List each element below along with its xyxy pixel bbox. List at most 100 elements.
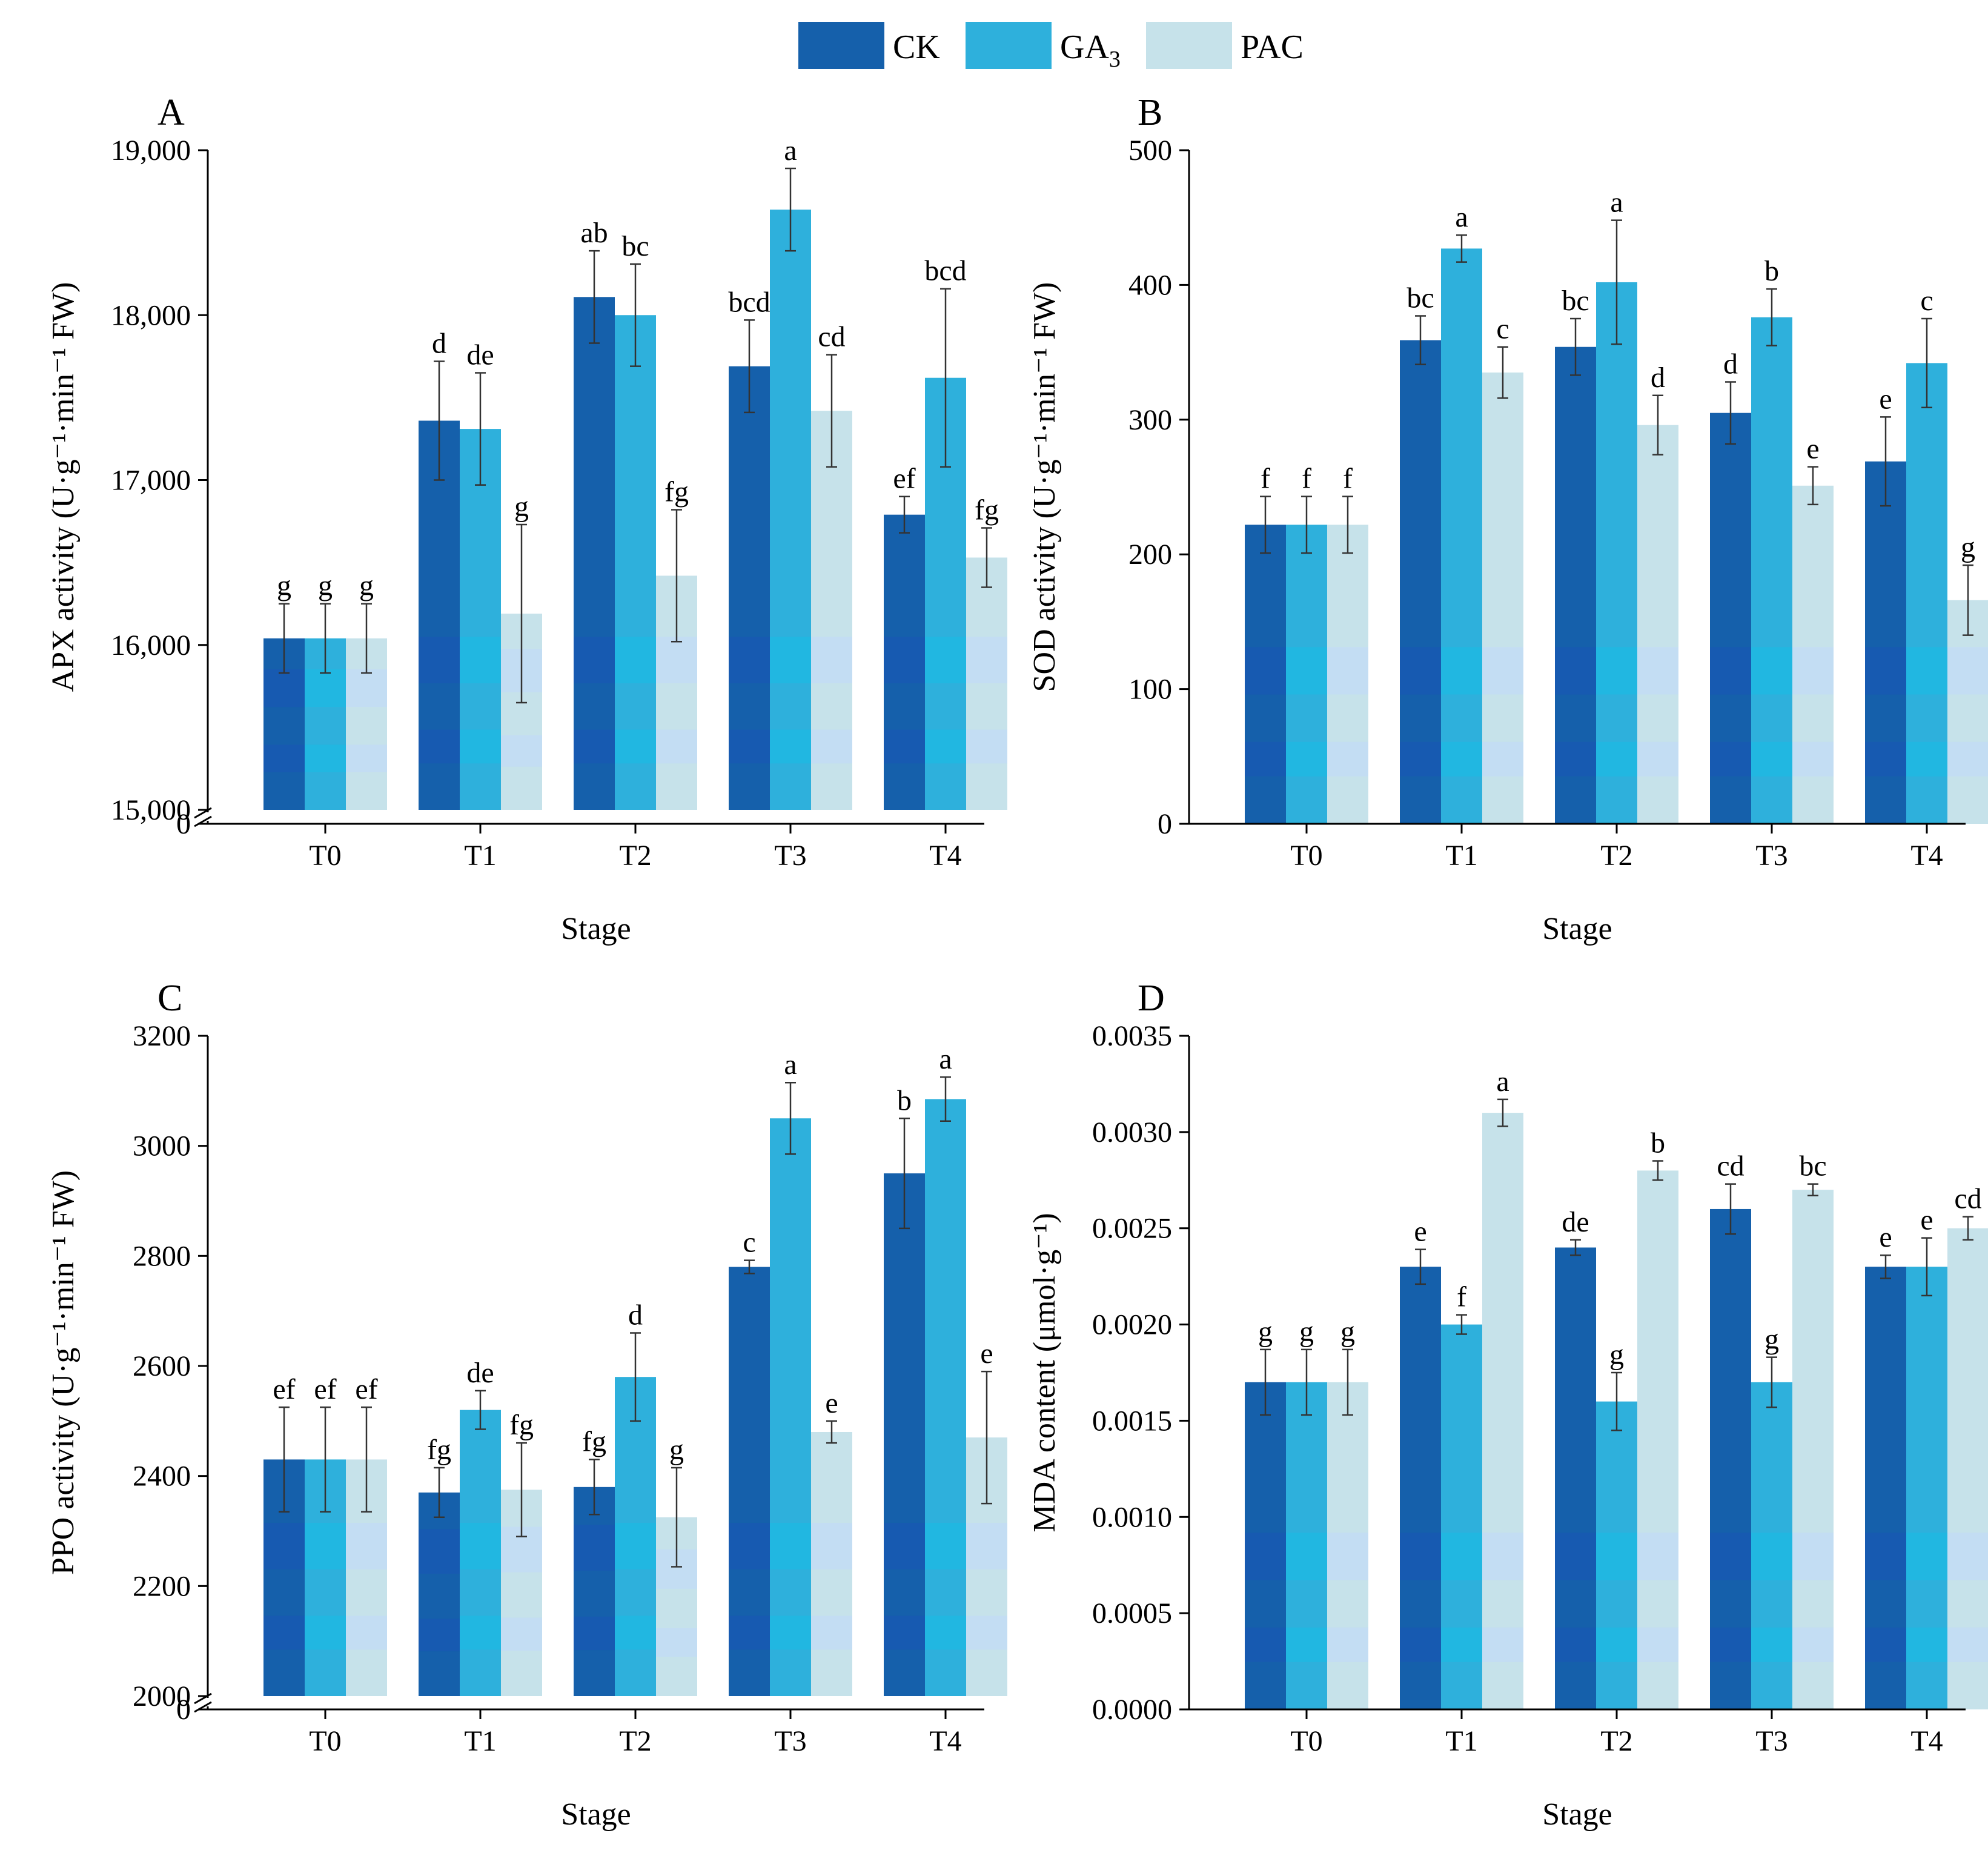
sig-label-d-t1-ga3: f: [1457, 1281, 1466, 1313]
bar-a-t3-pac: [811, 411, 852, 810]
error-bar-b-t4-ga3: [1921, 317, 1932, 409]
bar-shade-low-d-t1-ck: [1400, 1627, 1441, 1662]
legend-label-ga3: GA3: [1060, 28, 1121, 72]
legend-label-ga3-subscript: 3: [1109, 47, 1121, 72]
bar-shade-d-t2-ga3: [1596, 1533, 1637, 1580]
error-bar-d-t4-pac: [1963, 1216, 1973, 1241]
x-tick-label-c-t1: T1: [464, 1725, 496, 1757]
y-tick-label-d-1: 0.0005: [1092, 1597, 1172, 1629]
bar-shade-low-b-t0-ga3: [1286, 741, 1327, 777]
sig-label-b-t0-ck: f: [1261, 463, 1270, 495]
y-tick-label-c-2: 2400: [133, 1460, 191, 1493]
bar-c-t2-ck: [574, 1486, 615, 1696]
error-bar-b-t4-ck: [1880, 416, 1891, 507]
bar-shade-low-b-t3-pac: [1792, 741, 1834, 777]
sig-label-c-t2-pac: g: [669, 1434, 684, 1466]
error-bar-a-t2-ga3: [630, 263, 641, 367]
bar-shade-low-b-t4-pac: [1947, 741, 1988, 777]
bar-a-t3-ck: [729, 366, 770, 810]
sig-label-c-t3-ga3: a: [784, 1049, 797, 1081]
y-tick-label-b-5: 500: [1128, 134, 1172, 167]
bar-shade-d-t4-pac: [1947, 1533, 1988, 1580]
bar-b-t0-ga3: [1286, 525, 1327, 824]
bar-b-t2-pac: [1637, 425, 1678, 824]
y-tick-label-zero-c: 0: [176, 1694, 191, 1726]
sig-label-b-t3-ck: d: [1723, 348, 1738, 380]
axis-break-a: [194, 807, 212, 827]
error-bar-a-t1-ck: [434, 360, 445, 481]
error-bar-b-t0-pac: [1342, 495, 1353, 554]
bar-shade-d-t3-pac: [1792, 1533, 1834, 1580]
bar-shade-low-b-t3-ga3: [1751, 741, 1792, 777]
bar-shade-low-b-t4-ck: [1865, 741, 1906, 777]
y-axis-title-d: MDA content (μmol·g⁻¹): [1027, 1213, 1062, 1532]
error-bar-a-t3-pac: [826, 354, 837, 468]
error-bar-c-t3-ck: [744, 1259, 755, 1274]
bar-shade-a-t2-pac: [656, 637, 697, 683]
bar-shade-d-t1-ga3: [1441, 1533, 1482, 1580]
bar-shade-a-t3-pac: [811, 637, 852, 683]
sig-label-b-t4-ga3: c: [1920, 285, 1933, 317]
error-bar-c-t3-ga3: [785, 1081, 796, 1155]
bar-shade-d-t2-pac: [1637, 1533, 1678, 1580]
bar-shade-low-a-t3-ga3: [770, 729, 811, 764]
bar-d-t3-pac: [1792, 1190, 1834, 1709]
sig-label-c-t4-pac: e: [980, 1337, 993, 1370]
y-tick-label-c-0: 2000: [133, 1680, 191, 1712]
bar-b-t1-pac: [1482, 372, 1523, 824]
error-bar-d-t3-ga3: [1766, 1356, 1777, 1408]
bar-shade-d-t0-ga3: [1286, 1533, 1327, 1580]
bar-shade-a-t0-pac: [346, 669, 387, 708]
bar-shade-low-a-t1-ga3: [460, 729, 501, 764]
bar-shade-a-t3-ga3: [770, 637, 811, 683]
x-tick-label-a-t4: T4: [929, 840, 961, 872]
sig-label-b-t2-pac: d: [1651, 362, 1665, 394]
error-bar-a-t0-ga3: [320, 603, 331, 674]
bar-b-t4-pac: [1947, 600, 1988, 824]
bar-shade-d-t3-ck: [1710, 1533, 1751, 1580]
bar-shade-a-t0-ck: [263, 669, 305, 708]
bar-shade-low-c-t0-ck: [263, 1616, 305, 1650]
sig-label-d-t1-pac: a: [1496, 1066, 1509, 1098]
sig-label-a-t2-ga3: bc: [621, 230, 649, 262]
y-tick-label-a-0: 15,000: [111, 794, 191, 826]
y-tick-label-c-1: 2200: [133, 1570, 191, 1602]
y-tick-label-c-6: 3200: [133, 1020, 191, 1052]
sig-label-a-t3-pac: cd: [818, 321, 845, 353]
bar-a-t1-ck: [419, 420, 460, 810]
sig-label-b-t2-ga3: a: [1610, 187, 1623, 219]
sig-label-c-t3-pac: e: [825, 1387, 838, 1419]
y-tick-label-b-3: 300: [1128, 404, 1172, 436]
panel-d-letter: D: [1138, 978, 1165, 1019]
bar-shade-low-b-t2-pac: [1637, 741, 1678, 777]
bar-b-t1-ga3: [1441, 248, 1482, 824]
bar-shade-b-t2-ck: [1555, 647, 1596, 695]
sig-label-a-t0-ck: g: [277, 570, 291, 602]
y-tick-label-b-0: 0: [1158, 808, 1172, 840]
sig-label-d-t2-ck: de: [1562, 1206, 1589, 1238]
sig-label-d-t4-ga3: e: [1920, 1204, 1933, 1236]
sig-label-b-t3-ga3: b: [1764, 255, 1779, 287]
bar-shade-low-b-t2-ga3: [1596, 741, 1637, 777]
bar-a-t2-ck: [574, 297, 615, 810]
error-bar-d-t2-ga3: [1611, 1371, 1622, 1431]
bar-b-t3-pac: [1792, 485, 1834, 824]
bar-shade-low-d-t2-ck: [1555, 1627, 1596, 1662]
bar-shade-b-t2-pac: [1637, 647, 1678, 695]
bar-shade-low-a-t2-pac: [656, 729, 697, 764]
error-bar-c-t1-ck: [434, 1467, 445, 1519]
axis-break-c: [194, 1692, 212, 1713]
bar-b-t4-ga3: [1906, 363, 1947, 824]
error-bar-d-t1-ck: [1415, 1248, 1426, 1285]
sig-label-d-t4-ck: e: [1879, 1221, 1892, 1253]
sig-label-c-t1-pac: fg: [509, 1409, 534, 1441]
x-tick-label-c-t0: T0: [309, 1725, 341, 1757]
bar-shade-b-t3-pac: [1792, 647, 1834, 695]
bar-c-t1-ck: [419, 1492, 460, 1696]
legend-label-pac: PAC: [1241, 28, 1304, 66]
error-bar-b-t2-ck: [1570, 317, 1581, 376]
legend-swatch-ga3: [966, 22, 1052, 69]
bar-shade-low-d-t3-ck: [1710, 1627, 1751, 1662]
y-tick-label-b-1: 100: [1128, 674, 1172, 706]
bar-shade-low-d-t3-ga3: [1751, 1627, 1792, 1662]
